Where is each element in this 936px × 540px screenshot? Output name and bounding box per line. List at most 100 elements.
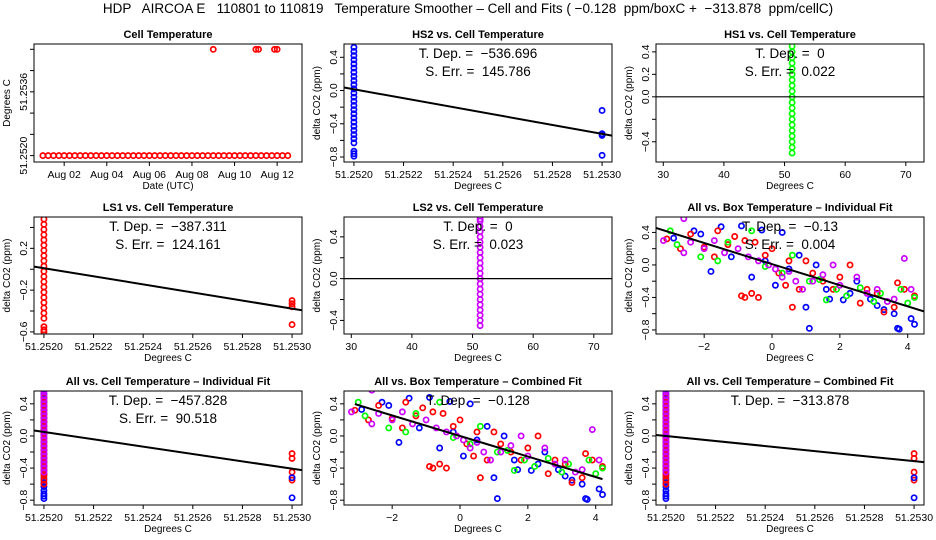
x-tick-label: 51.2528 [533, 169, 571, 181]
data-point [761, 251, 769, 259]
data-point [799, 285, 807, 293]
data-point [92, 152, 100, 160]
data-point [350, 118, 358, 126]
x-tick-label: 51.2522 [385, 169, 423, 181]
x-tick-label: 51.2528 [845, 512, 883, 524]
data-point [731, 233, 739, 240]
y-axis-label: delta CO2 (ppm) [312, 239, 323, 313]
x-tick-label: 70 [588, 341, 600, 353]
x-axis-label: Degrees C [766, 181, 814, 192]
data-point [568, 479, 576, 486]
data-point [44, 152, 52, 160]
data-point [209, 45, 217, 53]
data-point [350, 114, 358, 122]
data-point [225, 152, 233, 160]
x-axis-label: Degrees C [454, 353, 502, 364]
x-axis-label: Degrees C [144, 353, 192, 364]
data-point [795, 251, 803, 259]
data-point [788, 44, 796, 50]
data-point [829, 261, 837, 269]
fit-annotation: T. Dep. = −387.311 [109, 219, 227, 234]
panel-title: HS2 vs. Cell Temperature [412, 29, 544, 41]
data-point [402, 428, 410, 436]
data-point [662, 456, 670, 464]
data-point [361, 412, 369, 420]
data-point [398, 408, 406, 416]
y-tick-label: −0.8 [640, 490, 652, 511]
fit-annotation: T. Dep. = 0 [755, 46, 824, 61]
data-point [662, 472, 670, 480]
panel-4: LS1 vs. Cell Temperature 51.2520 51.2522 51… [2, 202, 311, 364]
data-point [97, 152, 105, 160]
data-point [490, 474, 498, 482]
x-tick-label: 51.2520 [335, 169, 373, 181]
points [788, 44, 796, 157]
data-point [350, 81, 358, 89]
x-tick-label: 70 [900, 169, 912, 181]
data-point [911, 320, 918, 328]
data-point [40, 460, 48, 468]
data-point [662, 400, 670, 408]
data-point [822, 285, 830, 293]
data-point [697, 230, 705, 238]
data-point [598, 151, 606, 159]
fit-annotation: T. Dep. = −313.878 [731, 393, 850, 408]
x-tick-label: 40 [406, 341, 418, 353]
x-tick-label: Aug 10 [218, 169, 251, 181]
data-point [350, 60, 358, 68]
data-point [599, 491, 606, 499]
data-point [364, 416, 372, 424]
y-tick-label: 0.0 [640, 257, 652, 272]
x-tick-label: −2 [386, 512, 398, 524]
fit-annotation: S. Err. = 0.023 [433, 237, 523, 252]
points [476, 217, 484, 330]
x-tick-label: 30 [345, 341, 357, 353]
data-point [741, 237, 749, 245]
data-point [288, 494, 296, 502]
data-point [734, 245, 742, 253]
fit-annotation: T. Dep. = 0 [443, 219, 512, 234]
x-tick-label: Aug 12 [261, 169, 294, 181]
fit-annotation: S. Err. = 124.161 [115, 237, 220, 252]
points [39, 45, 292, 160]
data-point [524, 444, 532, 452]
data-point [151, 152, 159, 160]
x-tick-label: 51.2528 [223, 341, 261, 353]
data-point [426, 393, 433, 401]
data-point [598, 107, 606, 114]
x-tick-label: 51.2520 [25, 512, 63, 524]
data-point [768, 245, 776, 253]
data-point [662, 408, 670, 416]
y-tick-label: −0.8 [18, 490, 30, 511]
x-tick-label: 2 [837, 341, 843, 353]
data-point [843, 292, 851, 300]
plot-frame [343, 43, 613, 163]
panel-title: All vs. Box Temperature – Individual Fit [687, 202, 893, 214]
data-point [873, 285, 881, 293]
data-point [662, 440, 670, 448]
data-point [565, 460, 573, 468]
data-point [663, 235, 671, 243]
data-point [436, 444, 444, 452]
data-point [429, 408, 437, 416]
data-point [288, 297, 296, 305]
fit-annotation: S. Err. = 145.786 [425, 64, 530, 79]
y-axis-label: delta CO2 (ppm) [312, 411, 323, 485]
data-point [775, 269, 783, 277]
data-point [473, 428, 481, 436]
data-point [288, 321, 296, 329]
data-point [809, 277, 817, 285]
data-point [288, 474, 296, 482]
x-tick-label: 40 [718, 169, 730, 181]
data-point [856, 284, 864, 292]
data-point [480, 448, 488, 456]
data-point [405, 394, 413, 402]
data-point [419, 404, 427, 412]
data-point [724, 241, 732, 249]
data-point [836, 273, 844, 281]
data-point [662, 424, 670, 432]
x-tick-label: 60 [527, 341, 539, 353]
x-tick-label: 51.2524 [746, 512, 784, 524]
data-point [710, 237, 718, 245]
data-point [40, 483, 48, 490]
